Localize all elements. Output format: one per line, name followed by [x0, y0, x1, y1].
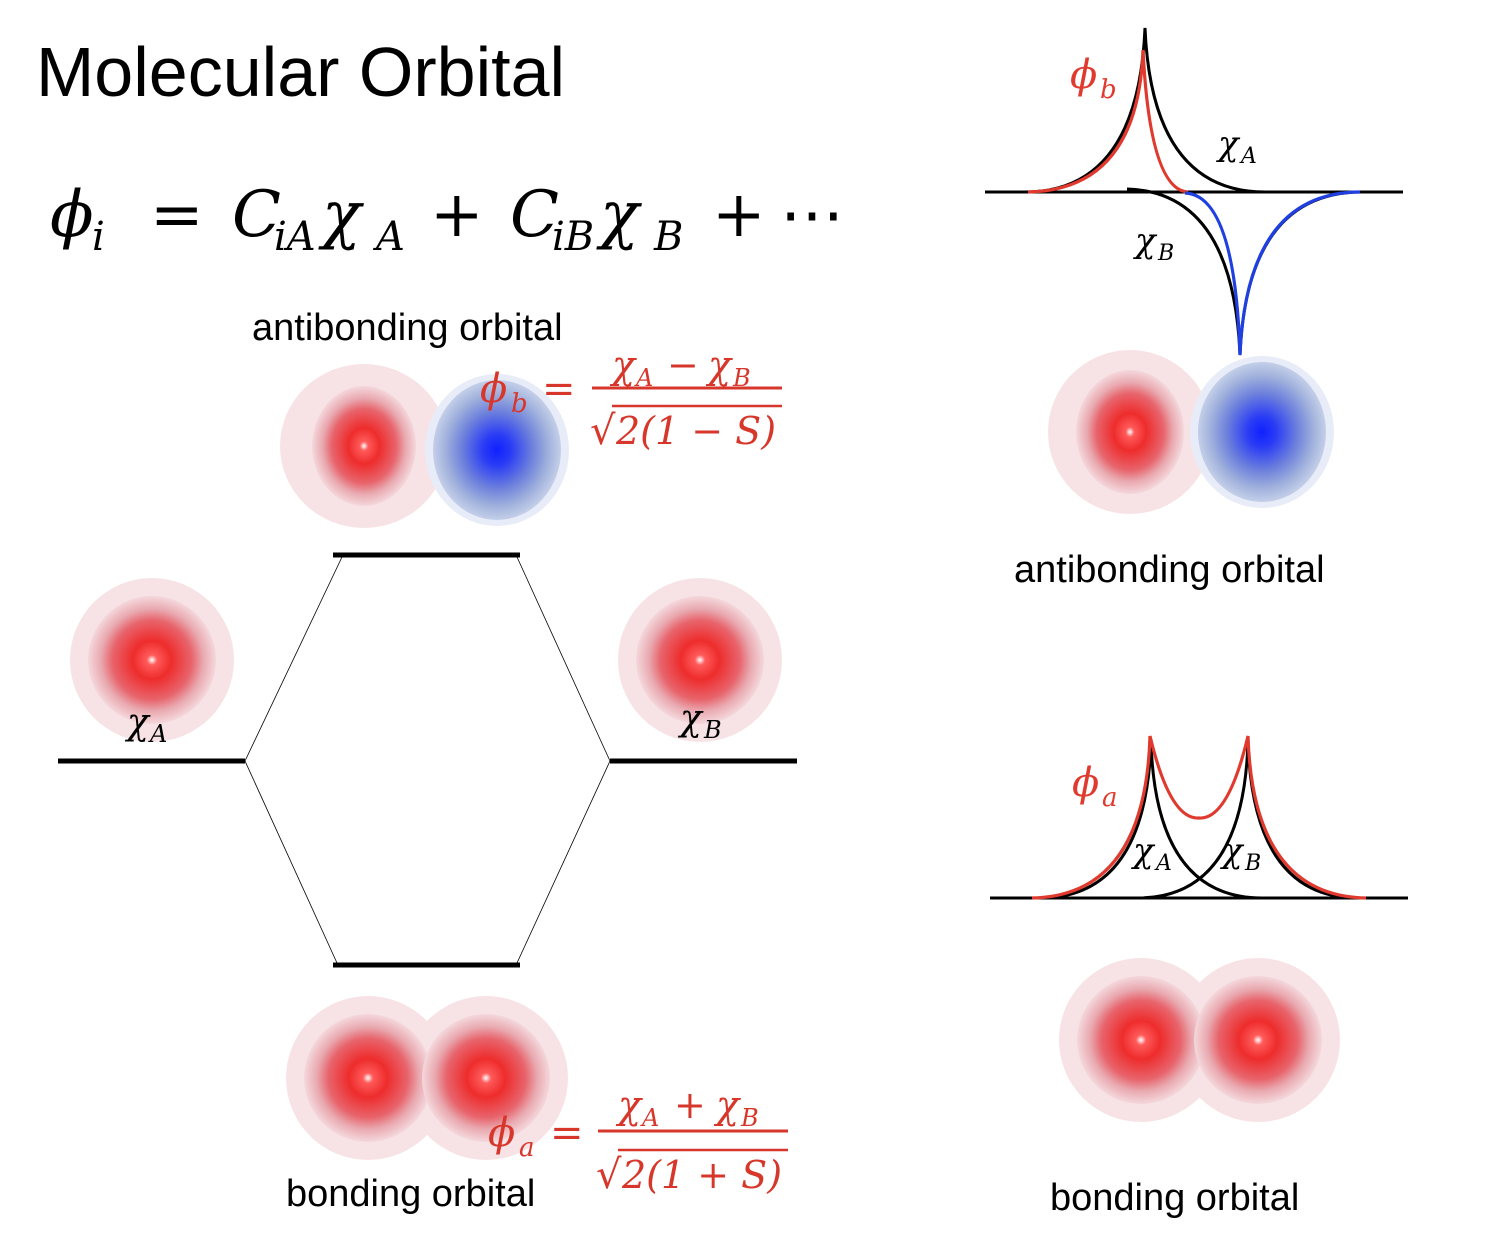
phi-a-formula: ϕ a = χ A + χ B √ 2(1 + S) [488, 1083, 788, 1198]
phi-a-num-chi1: χ [615, 1083, 643, 1127]
phi-b-radical: √ [590, 408, 616, 454]
bonding-lobe-a [304, 1014, 432, 1142]
equation-chi2-sub: B [653, 214, 683, 260]
phi-a-num-sub1: A [640, 1104, 659, 1132]
phi-b-curve-positive [1027, 49, 1189, 194]
energy-levels [58, 552, 797, 968]
phi-b-curve-negative [1184, 190, 1361, 356]
chi-b-sub: B [703, 716, 722, 744]
equation-c1: C [232, 178, 281, 252]
equation-chi1: χ [318, 178, 364, 252]
antibonding-orbital-lobes [280, 364, 569, 528]
plot-chi-a-sub: A [1239, 144, 1257, 169]
phi-a-curve [1031, 735, 1367, 900]
equation-plus1: + [430, 178, 484, 252]
phi-b-num-chi1: χ [609, 343, 637, 387]
plot-phi-b-sub: b [1100, 75, 1117, 105]
phi-a-num-sub2: B [740, 1104, 759, 1132]
equation-phi-sub: i [92, 214, 105, 260]
bonding-lobe-b [422, 1014, 550, 1142]
antibonding-panel-lobes [1048, 350, 1334, 514]
page-title: Molecular Orbital [36, 33, 565, 111]
bonding-plot-chi-a-label: χ [1131, 831, 1156, 871]
panel-antibonding-label: antibonding orbital [1014, 549, 1325, 591]
chi-b-curve [1126, 187, 1363, 356]
correlation-line-b-down [516, 760, 611, 964]
phi-b-sub: b [511, 389, 528, 419]
phi-b-num-sub2: B [732, 364, 751, 392]
atomic-orbital-b-lobe [636, 596, 764, 724]
bonding-plot-chi-a-sub: A [1154, 851, 1172, 876]
bonding-orbital-lobes [286, 996, 568, 1160]
panel-antibonding-lobe-a [1076, 370, 1184, 494]
panel-antibonding-lobe-b [1198, 362, 1326, 502]
chi-a-sub: A [148, 720, 167, 748]
correlation-line-a-down [244, 760, 338, 964]
atomic-orbital-a-lobe [88, 596, 216, 724]
plot-phi-a-sub: a [1102, 783, 1118, 813]
phi-a-radical: √ [596, 1152, 622, 1198]
chi-a-label: χ [124, 702, 151, 743]
panel-bonding-lobe-b [1194, 976, 1322, 1104]
bonding-plot-chi-b-label: χ [1220, 831, 1245, 871]
equation-chi2: χ [596, 178, 642, 252]
chi-b-label: χ [677, 698, 704, 739]
bonding-wavefunction-plot [990, 735, 1408, 900]
correlation-line-b-up [516, 556, 611, 762]
plot-phi-b-symbol: ϕ [1070, 52, 1097, 98]
equation-c1-sub: iA [274, 214, 316, 260]
antibonding-wavefunction-plot [985, 27, 1403, 356]
antibonding-lobe-a [312, 386, 416, 506]
equation-chi1-sub: A [372, 214, 405, 260]
phi-a-num-chi2: χ [713, 1083, 741, 1127]
equation-plus2: + [712, 178, 766, 252]
plot-chi-b-label: χ [1133, 221, 1158, 261]
phi-b-formula: ϕ b = χ A − χ B √ 2(1 − S) [480, 343, 782, 454]
chi-a-curve [1024, 27, 1266, 194]
bonding-panel-lobes [1059, 958, 1340, 1122]
phi-a-denominator: 2(1 + S) [621, 1153, 782, 1197]
atomic-orbital-b [618, 578, 782, 742]
phi-b-denominator: 2(1 − S) [615, 409, 776, 453]
phi-b-equals: = [542, 366, 576, 412]
plot-chi-b-sub: B [1157, 241, 1174, 266]
antibonding-lobe-b [433, 380, 561, 520]
phi-b-symbol: ϕ [480, 366, 507, 412]
phi-a-equals: = [550, 1110, 584, 1156]
plot-phi-a-symbol: ϕ [1072, 760, 1099, 806]
panel-bonding-lobe-a [1077, 976, 1205, 1104]
bonding-plot-chi-b-sub: B [1244, 851, 1261, 876]
atomic-orbital-a [70, 578, 234, 742]
bonding-orbital-label: bonding orbital [286, 1173, 535, 1215]
phi-b-num-chi2: χ [705, 343, 733, 387]
phi-b-num-sub1: A [634, 364, 653, 392]
phi-a-symbol: ϕ [488, 1110, 515, 1156]
antibonding-orbital-label: antibonding orbital [252, 307, 563, 349]
correlation-line-a-up [244, 556, 343, 762]
equation-ellipsis: ⋯ [780, 178, 844, 252]
phi-a-sub: a [519, 1133, 535, 1163]
lcao-equation: ϕ i = C iA χ A + C iB χ B + ⋯ [50, 178, 844, 260]
equation-equals: = [150, 178, 204, 252]
plot-chi-a-label: χ [1216, 124, 1241, 164]
equation-phi: ϕ [50, 178, 94, 252]
phi-b-num-op: − [667, 343, 699, 387]
phi-a-num-op: + [674, 1083, 706, 1127]
equation-c2-sub: iB [552, 214, 594, 260]
panel-bonding-label: bonding orbital [1050, 1177, 1299, 1219]
equation-c2: C [510, 178, 559, 252]
